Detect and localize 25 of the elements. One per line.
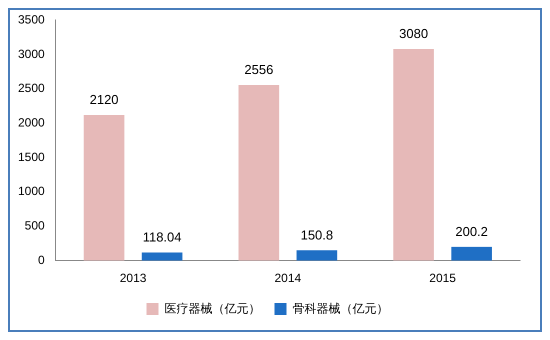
- data-label: 2556: [244, 62, 274, 78]
- data-label: 200.2: [455, 224, 488, 239]
- y-tick-label: 1500: [18, 150, 46, 164]
- data-label: 2120: [90, 92, 119, 108]
- bar: [84, 114, 124, 261]
- x-tick-label: 2014: [274, 271, 302, 286]
- bar: [142, 252, 182, 261]
- legend-label: 医疗器械（亿元）: [164, 301, 260, 316]
- bar: [238, 85, 280, 261]
- y-tick-label: 1000: [18, 184, 46, 198]
- y-tick-label: 2500: [18, 81, 46, 96]
- legend-label: 骨科器械（亿元）: [292, 301, 388, 316]
- data-label: 3080: [399, 26, 428, 42]
- x-tick-label: 2013: [120, 271, 147, 286]
- y-tick-label: 500: [24, 218, 46, 233]
- bar: [393, 49, 434, 261]
- y-tick-label: 2000: [18, 116, 46, 130]
- x-tick-label: 2015: [429, 271, 456, 286]
- bar: [296, 250, 338, 261]
- data-label: 150.8: [300, 227, 334, 242]
- data-label: 118.04: [142, 230, 182, 245]
- bar: [451, 246, 492, 261]
- y-tick-label: 3000: [18, 46, 46, 61]
- y-tick-label: 0: [38, 252, 46, 267]
- y-tick-label: 3500: [18, 12, 46, 27]
